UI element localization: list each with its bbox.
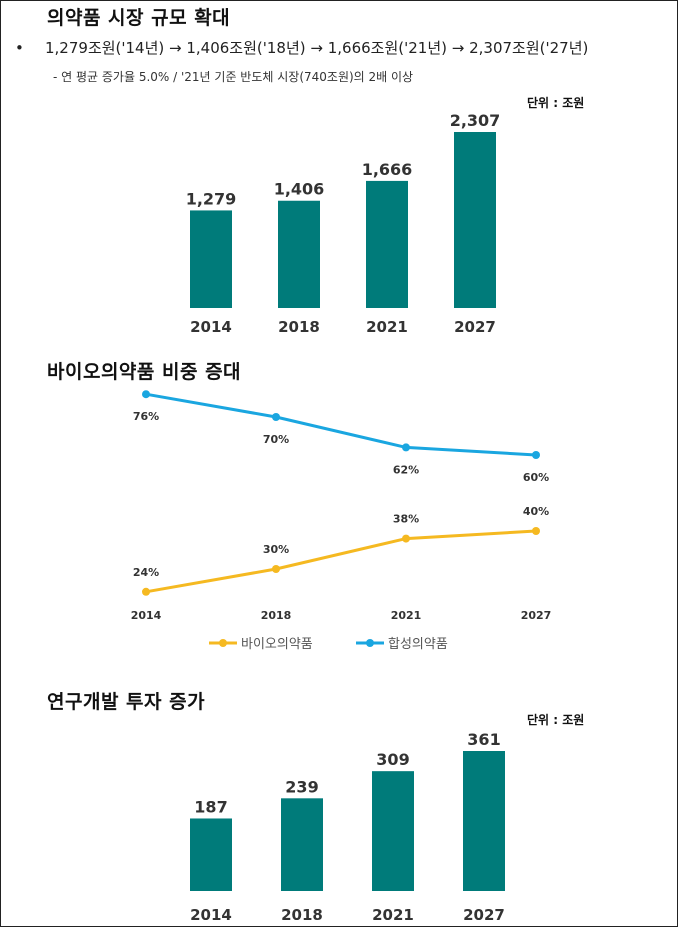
market-category-2021: 2021 (366, 318, 408, 336)
market-bar-2018 (278, 200, 320, 308)
market-bar-2021 (366, 180, 408, 308)
market-title: 의약품 시장 규모 확대 (47, 7, 231, 29)
bullet-dot-icon: • (15, 39, 24, 57)
rnd-bar-chart: 187 2014 239 2018 309 2021 361 2027 (190, 730, 505, 924)
point-synthetic-2027 (532, 451, 540, 459)
point-synthetic-2021 (402, 443, 410, 452)
rnd-bar-2018 (281, 798, 323, 891)
rnd-value-label-2021: 309 (376, 750, 409, 769)
rnd-category-2027: 2027 (463, 906, 505, 924)
line-category-2027: 2027 (521, 609, 552, 622)
rnd-bar-2021 (372, 771, 414, 891)
rnd-value-label-2018: 239 (285, 777, 318, 796)
data-label-synthetic-2018: 70% (263, 433, 289, 446)
legend-label-bio: 바이오의약품 (241, 637, 313, 652)
market-bar-chart: 1,279 2014 1,406 2018 1,666 2021 2,307 2027 (186, 111, 501, 336)
market-value-label-2027: 2,307 (450, 111, 501, 130)
market-bar-2027 (454, 132, 496, 308)
market-unit: 단위 : 조원 (527, 96, 585, 110)
point-bio-2021 (402, 534, 410, 543)
legend-marker-bio (219, 639, 227, 647)
market-bullet: • 1,279조원('14년) → 1,406조원('18년) → 1,666조원… (15, 37, 588, 58)
market-bar-2014 (190, 210, 232, 308)
legend-label-synthetic: 합성의약품 (388, 637, 448, 652)
market-bullet-text: 1,279조원('14년) → 1,406조원('18년) → 1,666조원(… (45, 39, 589, 57)
market-value-label-2021: 1,666 (362, 160, 413, 179)
data-label-bio-2014: 24% (133, 566, 159, 579)
rnd-bar-2014 (190, 818, 232, 891)
series-line-bio (145, 529, 537, 594)
market-category-2027: 2027 (454, 318, 496, 336)
point-bio-2027 (532, 527, 540, 535)
data-label-synthetic-2014: 76% (133, 410, 159, 423)
rnd-category-2021: 2021 (372, 906, 414, 924)
rnd-title: 연구개발 투자 증가 (47, 691, 206, 713)
market-category-2018: 2018 (278, 318, 320, 336)
line-category-2014: 2014 (131, 609, 162, 622)
data-label-bio-2018: 30% (263, 543, 289, 556)
point-bio-2014 (142, 587, 150, 596)
bio-title: 바이오의약품 비중 증대 (47, 361, 242, 383)
rnd-unit: 단위 : 조원 (527, 713, 585, 727)
line-category-2021: 2021 (391, 609, 422, 622)
data-label-bio-2027: 40% (523, 505, 549, 518)
point-synthetic-2014 (142, 390, 150, 399)
legend-marker-synthetic (366, 639, 374, 647)
market-value-label-2014: 1,279 (186, 189, 237, 208)
line-category-2018: 2018 (261, 609, 292, 622)
rnd-value-label-2027: 361 (467, 730, 500, 749)
market-value-label-2018: 1,406 (274, 180, 325, 199)
rnd-category-2018: 2018 (281, 906, 323, 924)
point-bio-2018 (272, 565, 280, 573)
data-label-bio-2021: 38% (393, 513, 419, 526)
data-label-synthetic-2027: 60% (523, 471, 549, 484)
bio-line-chart: 24% 30% 38% 40% 76% 70% 62% 60% 2014 2018 2021 2027… (131, 390, 552, 652)
market-category-2014: 2014 (190, 318, 232, 336)
series-line-synthetic (145, 392, 537, 457)
rnd-category-2014: 2014 (190, 906, 232, 924)
point-synthetic-2018 (272, 413, 280, 421)
market-sub-note: - 연 평균 증가율 5.0% / '21년 기준 반도체 시장(740조원)의… (53, 70, 414, 84)
rnd-bar-2027 (463, 751, 505, 891)
rnd-value-label-2014: 187 (194, 797, 227, 816)
data-label-synthetic-2021: 62% (393, 463, 419, 476)
